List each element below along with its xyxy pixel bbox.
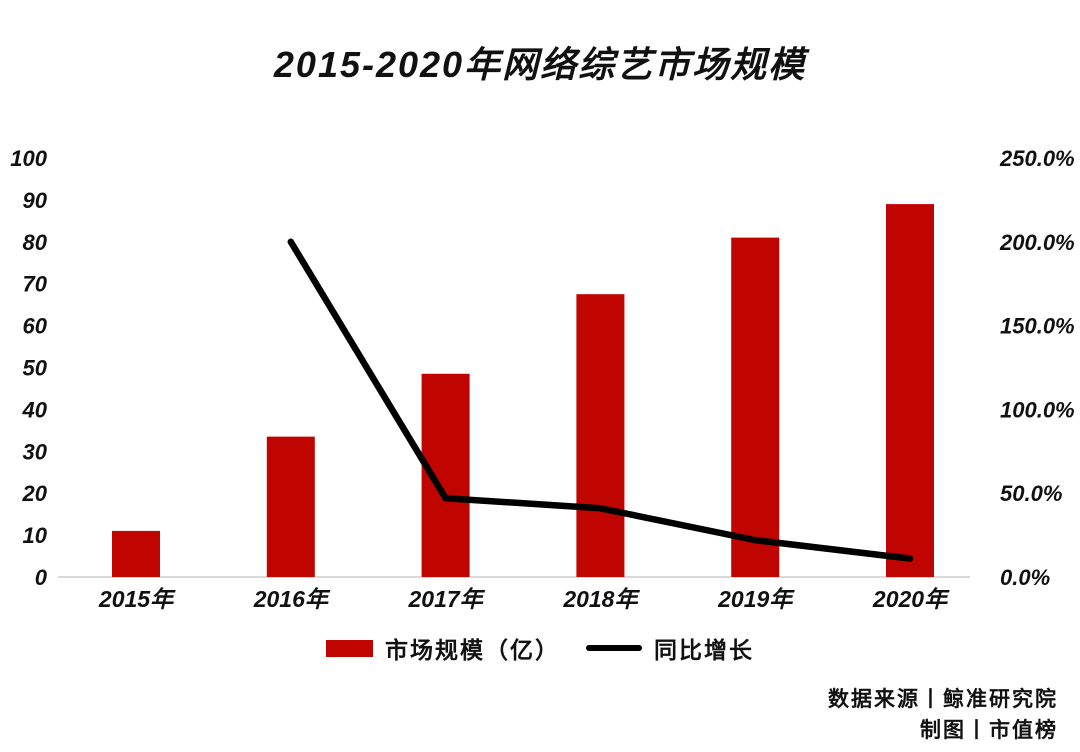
left-axis-tick: 10 xyxy=(23,523,48,548)
left-axis-tick: 0 xyxy=(35,565,48,590)
left-axis-tick: 30 xyxy=(23,439,48,464)
bar-series-swatch xyxy=(326,639,373,657)
right-axis-tick: 100.0% xyxy=(1000,397,1075,422)
left-axis-tick: 100 xyxy=(10,146,47,171)
growth-line xyxy=(287,238,914,562)
legend-item-growth: 同比增长 xyxy=(586,631,754,665)
legend-item-market-scale: 市场规模（亿） xyxy=(326,631,560,665)
left-axis-tick: 60 xyxy=(23,314,48,339)
right-axis-tick: 150.0% xyxy=(1000,314,1075,339)
right-axis-tick: 200.0% xyxy=(999,230,1075,255)
left-axis-tick: 80 xyxy=(23,230,48,255)
source-line-data: 数据来源丨鲸准研究院 xyxy=(828,688,1058,711)
x-axis-label: 2020年 xyxy=(872,586,950,612)
bar-2015年 xyxy=(112,530,160,577)
x-axis-label: 2018年 xyxy=(562,586,640,612)
bar-2020年 xyxy=(886,204,934,577)
source-credits: 数据来源丨鲸准研究院 制图丨市值榜 xyxy=(828,684,1058,746)
legend-label-market-scale: 市场规模（亿） xyxy=(385,637,560,663)
left-axis-tick: 50 xyxy=(23,356,48,381)
x-axis-label: 2015年 xyxy=(98,586,176,612)
left-axis-tick: 20 xyxy=(22,481,48,506)
right-axis-tick: 50.0% xyxy=(1000,481,1062,506)
chart-title: 2015-2020年网络综艺市场规模 xyxy=(273,44,807,85)
left-axis-tick: 70 xyxy=(23,272,48,297)
bar-2016年 xyxy=(266,436,315,577)
right-axis-tick: 0.0% xyxy=(1000,565,1050,590)
source-line-author: 制图丨市值榜 xyxy=(920,719,1058,742)
x-axis-label: 2016年 xyxy=(253,586,331,612)
left-axis-tick: 40 xyxy=(22,397,48,422)
bar-2019年 xyxy=(731,237,780,578)
x-axis-label: 2019年 xyxy=(717,586,795,612)
x-axis-label: 2017年 xyxy=(408,586,486,612)
line-series-swatch xyxy=(586,645,642,651)
right-axis-tick: 250.0% xyxy=(999,146,1075,171)
chart-legend: 市场规模（亿） 同比增长 xyxy=(0,631,1080,665)
bar-2018年 xyxy=(576,294,625,577)
left-axis-tick: 90 xyxy=(23,188,48,213)
legend-label-growth: 同比增长 xyxy=(654,637,754,663)
